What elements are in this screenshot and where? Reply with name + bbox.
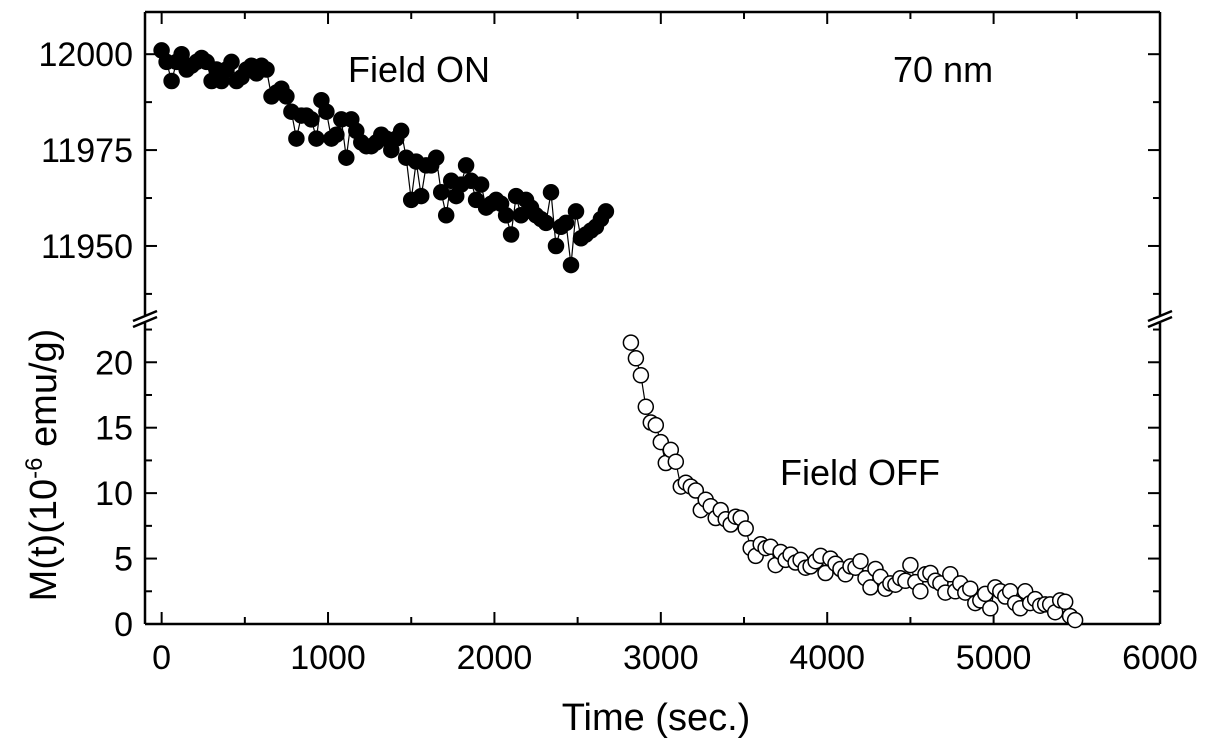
data-point bbox=[328, 126, 345, 143]
data-point bbox=[667, 453, 685, 470]
data-point bbox=[647, 416, 665, 434]
data-point bbox=[632, 367, 650, 384]
y-axis-label-main: M(t)(10 bbox=[23, 479, 65, 601]
data-point bbox=[627, 350, 645, 367]
data-point bbox=[502, 226, 520, 243]
data-point bbox=[547, 237, 565, 255]
data-point bbox=[432, 184, 450, 201]
y-axis-label-unit: emu/g) bbox=[23, 329, 65, 458]
data-point bbox=[637, 398, 655, 416]
data-point bbox=[472, 176, 490, 193]
lower-series-field-off bbox=[622, 334, 1084, 629]
upper-series-field-on bbox=[153, 42, 615, 274]
data-point bbox=[278, 88, 295, 105]
data-point bbox=[412, 187, 430, 205]
plot-frame bbox=[131, 10, 1174, 626]
data-point bbox=[902, 556, 919, 574]
data-point bbox=[223, 53, 240, 71]
data-point bbox=[817, 564, 834, 582]
data-point bbox=[597, 203, 615, 220]
data-point bbox=[457, 157, 475, 174]
data-point bbox=[737, 520, 754, 537]
data-point bbox=[173, 45, 190, 63]
data-point bbox=[1066, 611, 1084, 629]
data-point bbox=[962, 580, 979, 597]
data-point bbox=[338, 149, 355, 166]
y-axis-label: M(t)(10-6 emu/g) bbox=[21, 329, 65, 602]
annotation-thickness: 70 nm bbox=[893, 49, 993, 90]
y-tick-label-lower: 15 bbox=[95, 410, 133, 448]
y-tick-label-upper: 11950 bbox=[41, 228, 133, 266]
data-point bbox=[567, 203, 585, 220]
y-tick-label-lower: 0 bbox=[114, 606, 133, 644]
y-tick-label-lower: 5 bbox=[114, 541, 133, 579]
data-point bbox=[497, 207, 515, 224]
x-tick-label: 0 bbox=[152, 639, 171, 677]
x-tick-label: 5000 bbox=[956, 639, 1032, 677]
data-point bbox=[852, 552, 869, 570]
x-axis-label: Time (sec.) bbox=[562, 697, 751, 739]
data-point bbox=[542, 184, 560, 201]
x-tick-label: 2000 bbox=[457, 639, 533, 677]
data-point bbox=[392, 122, 410, 140]
tick-labels: 0 1000 2000 3000 4000 5000 6000 11950 11975 12000… bbox=[38, 36, 1197, 677]
data-point bbox=[163, 72, 180, 90]
x-tick-label: 1000 bbox=[290, 639, 366, 677]
y-tick-label-lower: 20 bbox=[95, 344, 133, 382]
data-point bbox=[288, 130, 305, 147]
y-tick-label-lower: 10 bbox=[95, 475, 133, 513]
data-point bbox=[912, 583, 929, 600]
data-point bbox=[308, 130, 325, 147]
data-point bbox=[1056, 593, 1074, 611]
data-point bbox=[622, 334, 640, 351]
axis-break-right bbox=[1146, 309, 1174, 329]
data-point bbox=[258, 61, 275, 78]
data-point bbox=[437, 207, 455, 224]
data-point bbox=[537, 214, 555, 232]
x-tick-label: 4000 bbox=[789, 639, 865, 677]
data-point bbox=[557, 214, 575, 232]
y-axis-label-exponent: -6 bbox=[21, 458, 48, 479]
data-point bbox=[982, 600, 999, 617]
axis-break-left bbox=[131, 309, 159, 329]
y-tick-label-upper: 12000 bbox=[38, 36, 133, 74]
x-tick-label: 3000 bbox=[623, 639, 699, 677]
data-point bbox=[303, 111, 320, 128]
annotation-field-off: Field OFF bbox=[780, 452, 940, 493]
data-point bbox=[318, 103, 335, 120]
data-point bbox=[427, 149, 445, 166]
data-point bbox=[562, 256, 580, 274]
axis-ticks bbox=[145, 12, 1161, 625]
annotation-field-on: Field ON bbox=[348, 49, 490, 90]
y-tick-label-upper: 11975 bbox=[41, 132, 133, 170]
x-tick-label: 6000 bbox=[1122, 639, 1198, 677]
